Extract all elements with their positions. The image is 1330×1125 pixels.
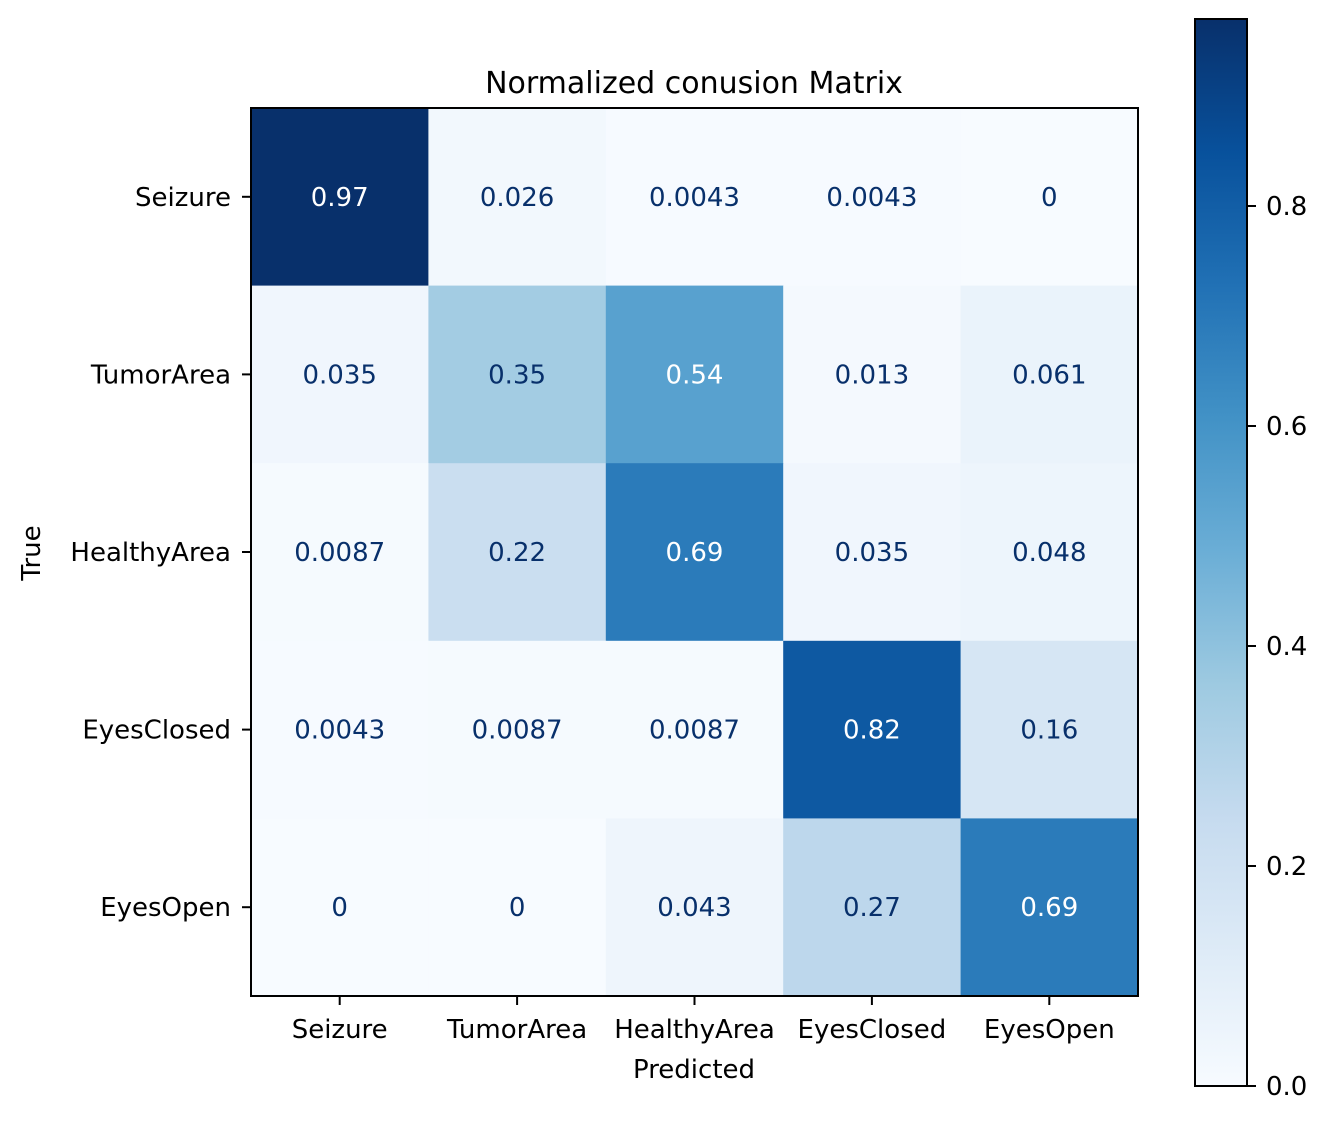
heatmap-cell [605,640,784,819]
cell-value-label: 0.061 [1012,360,1086,390]
cell-value-label: 0.0087 [649,716,740,746]
colorbar-tick-label: 0.2 [1266,852,1307,882]
cell-value-label: 0.026 [480,183,554,213]
cell-value-label: 0.82 [843,716,901,746]
cell-value-label: 0.035 [835,538,909,568]
x-tick-label: Seizure [292,1015,388,1045]
heatmap-cell [428,463,607,642]
heatmap-cell [605,285,784,464]
colorbar-ticks: 0.0 0.2 0.4 0.6 0.8 [1247,192,1307,1102]
heatmap-cell [251,463,429,642]
colorbar-tick-label: 0.8 [1266,192,1307,222]
heatmap-cell [605,818,784,997]
heatmap-cell [783,818,962,997]
x-tick-label: EyesOpen [984,1015,1115,1045]
x-tick-label: EyesClosed [798,1015,947,1045]
heatmap-cell [428,108,607,287]
heatmap-cell [960,463,1139,642]
heatmap-cells [251,108,1139,997]
cell-value-label: 0.69 [666,538,724,568]
heatmap-cell [783,640,962,819]
heatmap-cell [960,108,1139,287]
chart-title: Normalized conusion Matrix [485,66,903,101]
x-axis-ticks: Seizure TumorArea HealthyArea EyesClosed Eye… [292,996,1115,1045]
heatmap-cell [960,285,1139,464]
y-axis-label: True [17,525,47,581]
y-tick-label: EyesOpen [100,893,231,923]
cell-value-label: 0.0087 [472,716,563,746]
cell-value-label: 0 [1041,183,1058,213]
heatmap-cell [428,285,607,464]
cell-value-label: 0.0043 [826,183,917,213]
heatmap-cell [251,108,429,287]
cell-value-label: 0.0087 [294,538,385,568]
heatmap-cell [605,463,784,642]
cell-value-label: 0.013 [835,360,909,390]
y-tick-label: Seizure [135,183,231,213]
heatmap-cell [960,640,1139,819]
x-axis-label: Predicted [633,1055,755,1085]
cell-value-label: 0 [331,893,348,923]
colorbar-tick-label: 0.4 [1266,632,1307,662]
cell-value-label: 0.0043 [294,716,385,746]
heatmap-cell [428,818,607,997]
colorbar [1194,18,1248,1087]
cell-value-labels: 0.97 0.026 0.0043 0.0043 0 0.035 0.35 0.54 0.013… [294,183,1086,923]
cell-value-label: 0.97 [311,183,369,213]
cell-value-label: 0.0043 [649,183,740,213]
heatmap-cell [605,108,784,287]
x-tick-label: TumorArea [446,1015,587,1045]
heatmap-cell [428,640,607,819]
heatmap-cell [251,640,429,819]
cell-value-label: 0 [509,893,526,923]
x-tick-label: HealthyArea [614,1015,775,1045]
cell-value-label: 0.035 [302,360,376,390]
heatmap-cell [783,463,962,642]
y-tick-label: TumorArea [90,360,231,390]
y-axis-ticks: Seizure TumorArea HealthyArea EyesClosed Eye… [70,183,251,923]
cell-value-label: 0.54 [666,360,724,390]
cell-value-label: 0.16 [1020,716,1078,746]
colorbar-tick-label: 0.0 [1266,1072,1307,1102]
heatmap-cell [960,818,1139,997]
heatmap-cell [251,285,429,464]
cell-value-label: 0.69 [1020,893,1078,923]
y-tick-label: EyesClosed [82,716,231,746]
cell-value-label: 0.27 [843,893,901,923]
cell-value-label: 0.35 [488,360,546,390]
cell-value-label: 0.048 [1012,538,1086,568]
y-tick-label: HealthyArea [70,538,231,568]
cell-value-label: 0.043 [657,893,731,923]
colorbar-tick-label: 0.6 [1266,412,1307,442]
heatmap-cell [783,285,962,464]
heatmap-cell [783,108,962,287]
cell-value-label: 0.22 [488,538,546,568]
heatmap-cell [251,818,429,997]
